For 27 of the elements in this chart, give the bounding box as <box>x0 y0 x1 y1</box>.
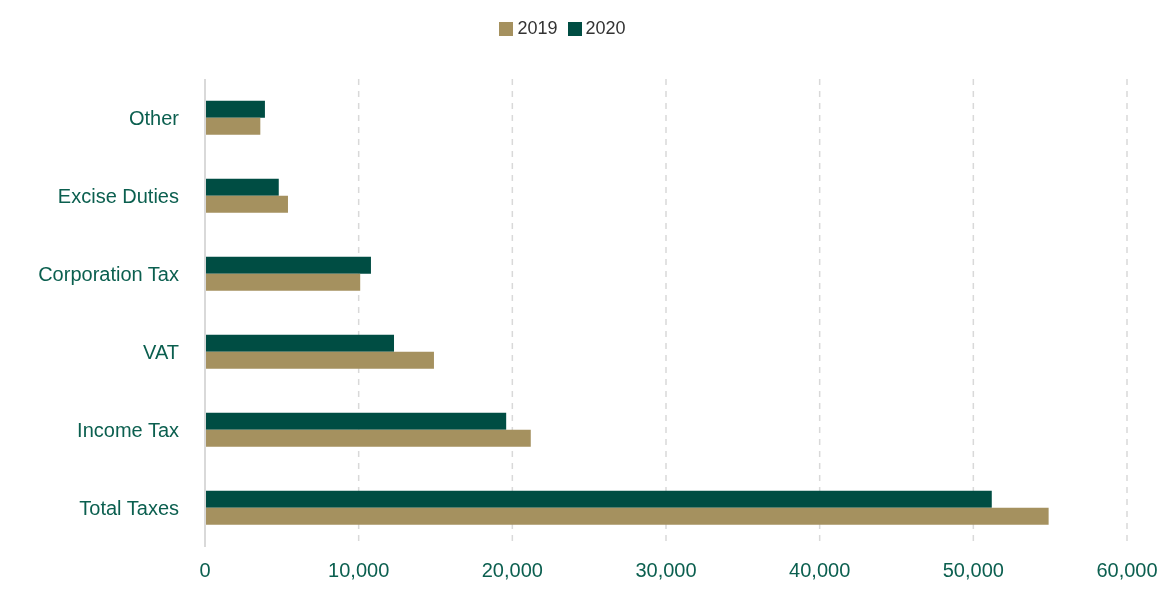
legend-label: 2020 <box>585 18 626 38</box>
x-tick-label: 30,000 <box>635 559 697 582</box>
y-tick-label: VAT <box>143 341 179 364</box>
y-tick-label: Total Taxes <box>79 497 179 520</box>
bar <box>205 100 265 118</box>
bar <box>205 351 434 369</box>
x-tick-label: 20,000 <box>481 559 543 582</box>
y-tick-label: Other <box>128 107 180 130</box>
x-tick-label: 60,000 <box>1096 559 1158 582</box>
bar <box>205 256 371 274</box>
bar <box>205 117 261 135</box>
bar <box>205 334 395 352</box>
bar <box>205 429 531 447</box>
y-tick-label: Corporation Tax <box>38 263 179 286</box>
bar <box>205 412 507 430</box>
legend-label: 2019 <box>517 18 558 38</box>
x-tick-label: 40,000 <box>789 559 851 582</box>
bar <box>205 178 279 196</box>
x-tick-label: 10,000 <box>328 559 390 582</box>
bar <box>205 273 361 291</box>
bar <box>205 490 992 508</box>
x-tick-label: 50,000 <box>942 559 1004 582</box>
y-tick-label: Excise Duties <box>57 185 179 208</box>
y-tick-label: Income Tax <box>77 419 179 442</box>
bar <box>205 195 288 213</box>
bar <box>205 507 1049 525</box>
x-tick-label: 0 <box>199 559 211 582</box>
